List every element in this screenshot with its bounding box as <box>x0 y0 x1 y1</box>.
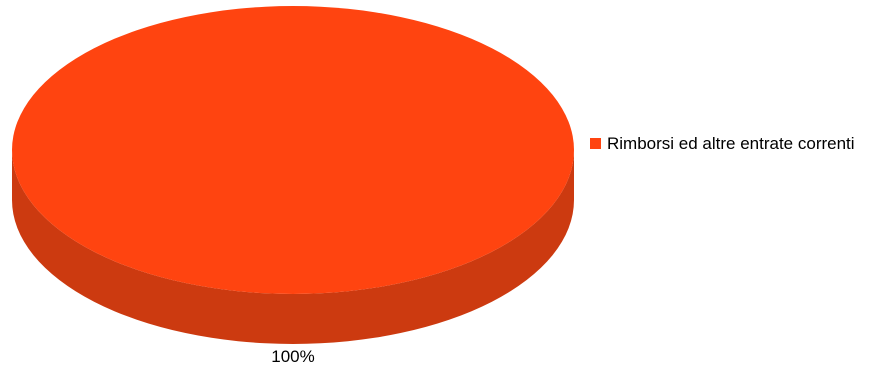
pie-plot-area <box>12 6 574 344</box>
legend: Rimborsi ed altre entrate correnti <box>590 134 855 153</box>
pie-slice-0 <box>12 6 574 294</box>
data-label-slice-0: 100% <box>271 347 314 366</box>
legend-swatch <box>590 138 601 149</box>
pie-slice-side-0 <box>12 150 574 344</box>
legend-label: Rimborsi ed altre entrate correnti <box>607 134 855 153</box>
